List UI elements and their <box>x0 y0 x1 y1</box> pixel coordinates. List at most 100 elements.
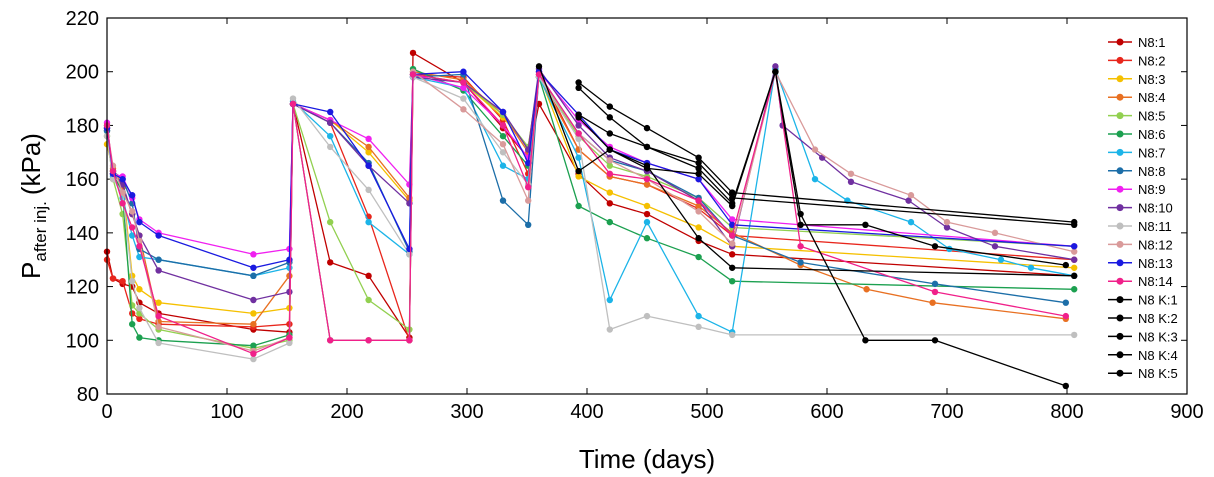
data-point <box>811 175 819 183</box>
series-line <box>578 71 1066 266</box>
data-point <box>535 71 543 78</box>
x-tick-label: 800 <box>1050 401 1083 423</box>
data-point <box>575 84 582 92</box>
data-point <box>729 232 736 239</box>
data-point <box>1071 264 1078 271</box>
y-tick-label: 120 <box>66 277 99 299</box>
series-n8-6 <box>103 65 1078 349</box>
legend-swatch-marker <box>1116 148 1124 156</box>
y-tick-label: 220 <box>66 8 99 30</box>
data-point <box>155 339 162 347</box>
data-point <box>695 235 702 242</box>
data-point <box>250 342 257 349</box>
data-point <box>729 331 736 339</box>
legend-item: N8:14 <box>1108 274 1173 289</box>
data-point <box>136 286 143 293</box>
data-point <box>606 200 613 207</box>
series-n8-14 <box>103 68 1070 357</box>
data-point <box>327 218 334 226</box>
data-point <box>136 304 143 312</box>
data-point <box>119 175 126 183</box>
data-point <box>289 100 297 108</box>
data-point <box>365 296 372 304</box>
data-point <box>155 299 162 306</box>
legend-label: N8:13 <box>1138 256 1173 271</box>
data-point <box>575 130 582 137</box>
data-point <box>327 132 334 140</box>
data-point <box>460 84 467 92</box>
data-point <box>729 189 736 196</box>
data-point <box>1071 248 1078 255</box>
legend-swatch-marker <box>1116 240 1124 248</box>
data-point <box>797 259 804 266</box>
data-point <box>606 130 613 137</box>
data-point <box>907 218 915 226</box>
data-point <box>365 272 372 280</box>
x-tick-label: 700 <box>930 401 963 423</box>
series-layer <box>103 49 1078 390</box>
data-point <box>119 200 126 207</box>
plot-frame <box>106 17 1188 395</box>
data-point <box>155 267 162 274</box>
series-n8-1 <box>103 49 1078 341</box>
legend-swatch-marker <box>1116 222 1124 230</box>
series-n8-k-3 <box>575 68 1070 390</box>
data-point <box>1062 312 1070 320</box>
series-line <box>106 65 1075 301</box>
legend-swatch-marker <box>1116 167 1124 175</box>
data-point <box>499 141 507 148</box>
data-point <box>997 256 1005 263</box>
data-point <box>535 63 543 70</box>
data-point <box>406 245 413 253</box>
data-point <box>575 202 582 210</box>
data-point <box>695 175 702 183</box>
legend-label: N8:10 <box>1138 201 1173 216</box>
legend-swatch-marker <box>1116 332 1124 340</box>
data-point <box>365 135 372 143</box>
data-point <box>129 302 136 309</box>
x-tick-label: 100 <box>210 401 243 423</box>
legend-swatch-marker <box>1116 369 1124 377</box>
data-point <box>643 124 651 132</box>
data-point <box>129 232 136 239</box>
data-point <box>499 132 507 140</box>
data-point <box>1071 256 1078 263</box>
data-point <box>1071 286 1078 293</box>
series-line <box>106 76 1075 360</box>
data-point <box>695 170 702 177</box>
series-n8-3 <box>103 71 1078 317</box>
data-point <box>695 312 702 320</box>
data-point <box>129 208 136 215</box>
legend-label: N8:14 <box>1138 274 1173 289</box>
data-point <box>136 334 143 341</box>
data-point <box>575 154 582 161</box>
legend-item: N8 K:5 <box>1108 366 1178 381</box>
data-point <box>406 337 413 344</box>
legend-label: N8:12 <box>1138 237 1173 252</box>
data-point <box>905 197 912 204</box>
x-tick-label: 0 <box>101 401 112 423</box>
series-n8-7 <box>103 65 1078 336</box>
data-point <box>327 337 334 344</box>
legend: N8:1 N8:2 N8:3 N8:4 N8:5 N8:6 N8:7 N8:8 N8:9 N8:1… <box>1108 35 1178 381</box>
data-point <box>1062 382 1070 390</box>
legend-label: N8:6 <box>1138 127 1165 142</box>
legend-swatch-marker <box>1116 130 1124 138</box>
legend-label: N8:9 <box>1138 182 1165 197</box>
legend-swatch-marker <box>1116 185 1124 193</box>
x-tick-label: 400 <box>570 401 603 423</box>
data-point <box>575 79 582 86</box>
legend-label: N8:2 <box>1138 53 1165 68</box>
data-point <box>772 63 779 70</box>
data-point <box>129 278 136 285</box>
data-point <box>250 296 257 304</box>
data-point <box>129 310 136 317</box>
data-point <box>991 243 999 250</box>
legend-item: N8:2 <box>1108 53 1165 68</box>
data-point <box>606 162 613 169</box>
data-point <box>286 334 293 341</box>
legend-item: N8:11 <box>1108 219 1172 234</box>
data-point <box>499 122 507 129</box>
legend-label: N8 K:1 <box>1138 293 1178 308</box>
